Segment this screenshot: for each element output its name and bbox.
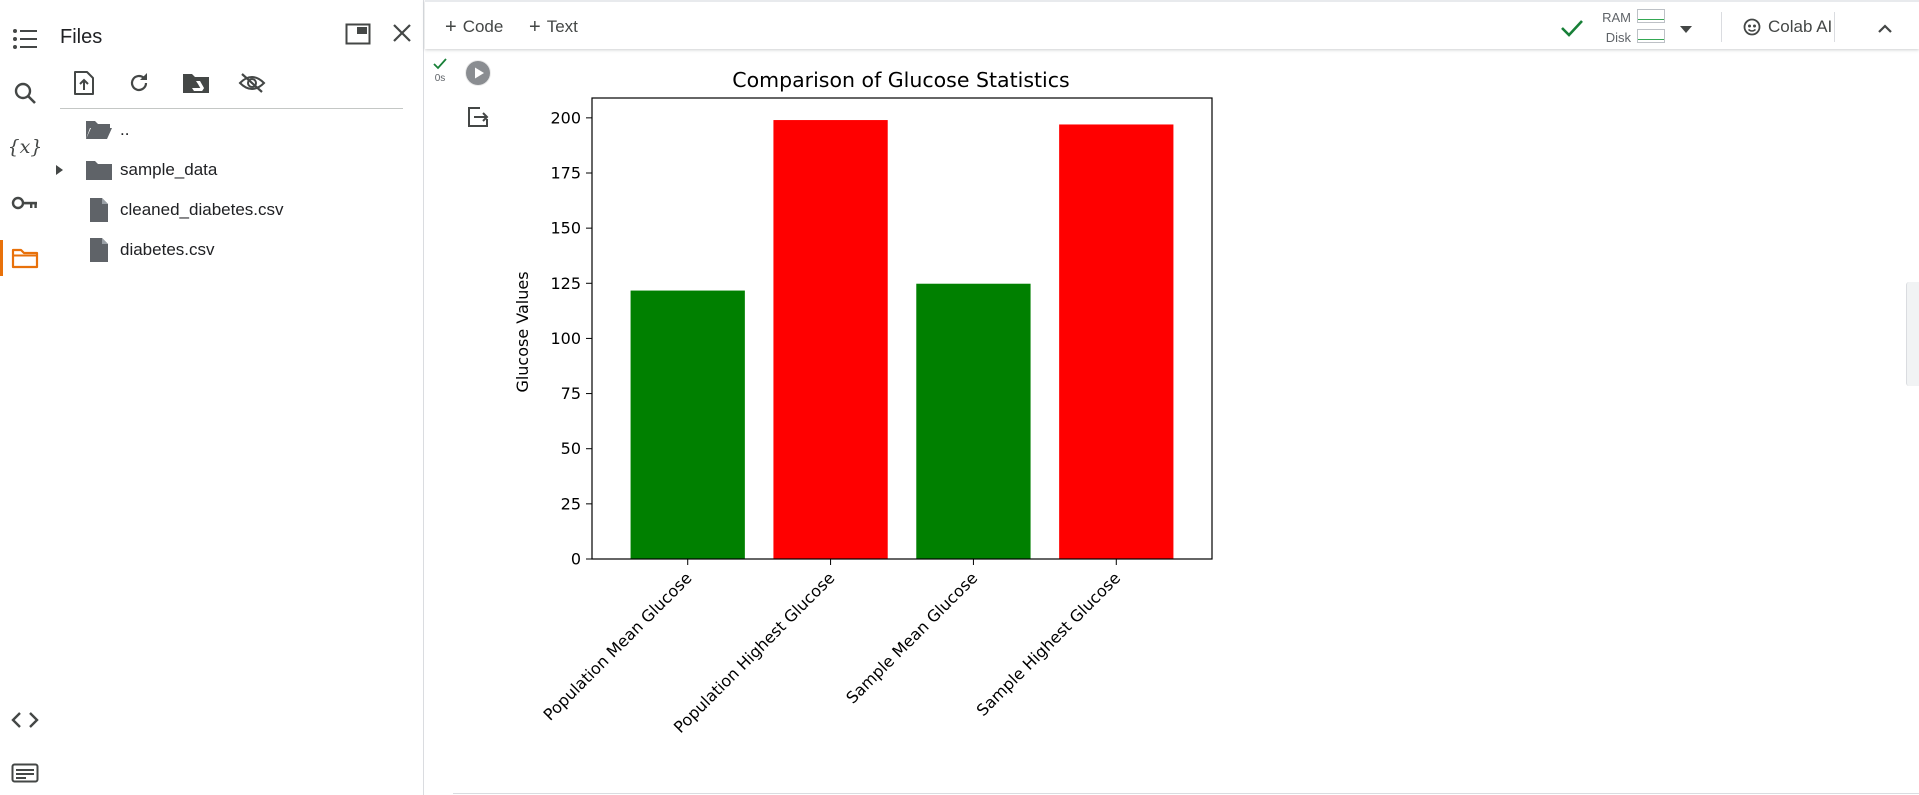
toggle-hidden-files-button[interactable]	[236, 67, 268, 99]
caret-down-icon	[1680, 26, 1692, 33]
collapse-header-button[interactable]	[1875, 14, 1895, 44]
notebook-toolbar: + Code + Text RAM Disk Colab AI	[425, 0, 1919, 49]
x-tick-label: Population Highest Glucose	[670, 568, 838, 736]
tree-item-file[interactable]: cleaned_diabetes.csv	[50, 190, 420, 230]
tree-item-label: sample_data	[120, 160, 218, 179]
connected-check-icon	[1561, 20, 1583, 37]
terminal-icon	[11, 763, 39, 783]
ram-label: RAM	[1602, 10, 1631, 25]
y-tick-label: 200	[550, 108, 581, 127]
file-icon	[85, 196, 113, 224]
disk-usage-bar	[1637, 29, 1665, 43]
search-icon	[14, 82, 36, 104]
y-tick-label: 0	[571, 550, 581, 569]
tree-item-folder[interactable]: sample_data	[50, 150, 420, 190]
close-panel-button[interactable]	[386, 17, 418, 49]
variables-icon: {x}	[10, 136, 40, 158]
files-panel-title: Files	[60, 26, 103, 48]
tree-item-parent[interactable]: ..	[50, 110, 420, 150]
cell-output-chart: Comparison of Glucose Statistics Glucose…	[505, 60, 1245, 760]
files-toolbar-divider	[60, 108, 403, 109]
plot-frame	[591, 97, 1213, 560]
add-text-cell-button[interactable]: + Text	[529, 12, 578, 42]
upload-file-button[interactable]	[68, 67, 100, 99]
list-icon	[13, 29, 37, 49]
colab-ai-label: Colab AI	[1768, 17, 1833, 36]
execution-time: 0s	[434, 73, 446, 84]
x-tick-label: Sample Highest Glucose	[973, 568, 1124, 719]
y-tick-label: 50	[561, 439, 581, 458]
resource-labels: RAM Disk	[1601, 8, 1631, 48]
secrets-button[interactable]	[0, 181, 50, 225]
y-tick-label: 125	[550, 274, 581, 293]
toolbar-divider	[1834, 12, 1835, 42]
colab-ai-icon	[1743, 18, 1761, 36]
bar	[916, 283, 1031, 559]
file-icon	[85, 236, 113, 264]
open-folder-icon	[85, 116, 113, 144]
files-panel: Files	[50, 0, 424, 795]
upload-file-icon	[74, 71, 94, 95]
command-palette-button[interactable]	[0, 751, 50, 795]
refresh-button[interactable]	[123, 67, 155, 99]
refresh-icon	[130, 73, 148, 92]
runtime-menu-dropdown[interactable]	[1677, 14, 1695, 44]
play-icon	[466, 61, 490, 85]
open-in-tab-button[interactable]	[342, 18, 374, 50]
cell-divider	[453, 793, 1919, 794]
bar	[1059, 124, 1174, 559]
search-button[interactable]	[0, 71, 50, 115]
runtime-resources-button[interactable]	[1559, 13, 1617, 43]
eye-off-icon	[238, 73, 266, 93]
table-of-contents-button[interactable]	[0, 17, 50, 61]
bar	[630, 290, 745, 559]
tree-item-label: ..	[120, 120, 130, 139]
output-actions-button[interactable]	[464, 103, 492, 131]
y-tick-label: 150	[550, 219, 581, 238]
add-code-label: Code	[462, 17, 504, 36]
code-icon	[11, 712, 39, 728]
add-text-label: Text	[546, 17, 578, 36]
plus-icon: +	[445, 15, 457, 38]
run-cell-button[interactable]	[465, 60, 491, 86]
y-tick-label: 100	[550, 329, 581, 348]
tree-item-label: cleaned_diabetes.csv	[120, 200, 284, 219]
drive-folder-icon	[183, 74, 209, 93]
chevron-up-icon	[1878, 24, 1892, 33]
code-snippets-button[interactable]	[0, 698, 50, 742]
toolbar-divider	[1721, 12, 1722, 42]
y-tick-label: 75	[561, 384, 581, 403]
folder-icon	[85, 156, 113, 184]
expand-caret-icon[interactable]	[52, 156, 66, 184]
bar-chart: Comparison of Glucose Statistics Glucose…	[513, 68, 1213, 737]
key-icon	[11, 196, 37, 210]
tree-item-label: diabetes.csv	[120, 240, 215, 259]
folder-icon	[11, 248, 39, 269]
ram-usage-bar	[1637, 9, 1665, 23]
variables-button[interactable]: {x}	[0, 125, 50, 169]
activity-bar: {x}	[0, 0, 50, 795]
svg-text:{x}: {x}	[10, 136, 40, 158]
cell-execution-status: 0s	[428, 58, 452, 84]
bar	[773, 120, 888, 559]
x-tick-label: Population Mean Glucose	[540, 568, 696, 724]
chart-title: Comparison of Glucose Statistics	[732, 68, 1069, 92]
plus-icon: +	[529, 15, 541, 38]
open-in-tab-icon	[345, 23, 371, 45]
y-tick-label: 175	[550, 163, 581, 182]
y-tick-label: 25	[561, 494, 581, 513]
x-tick-label: Sample Mean Glucose	[842, 568, 981, 707]
disk-label: Disk	[1605, 30, 1631, 45]
add-code-cell-button[interactable]: + Code	[445, 12, 503, 42]
mount-drive-button[interactable]	[180, 67, 212, 99]
right-scrollbar[interactable]	[1906, 282, 1919, 386]
close-icon	[393, 24, 411, 42]
colab-ai-button[interactable]: Colab AI	[1742, 12, 1832, 42]
check-icon	[433, 58, 447, 70]
files-button[interactable]	[0, 236, 50, 280]
output-redirect-icon	[468, 107, 489, 127]
tree-item-file[interactable]: diabetes.csv	[50, 230, 420, 270]
y-axis-label: Glucose Values	[513, 271, 532, 392]
